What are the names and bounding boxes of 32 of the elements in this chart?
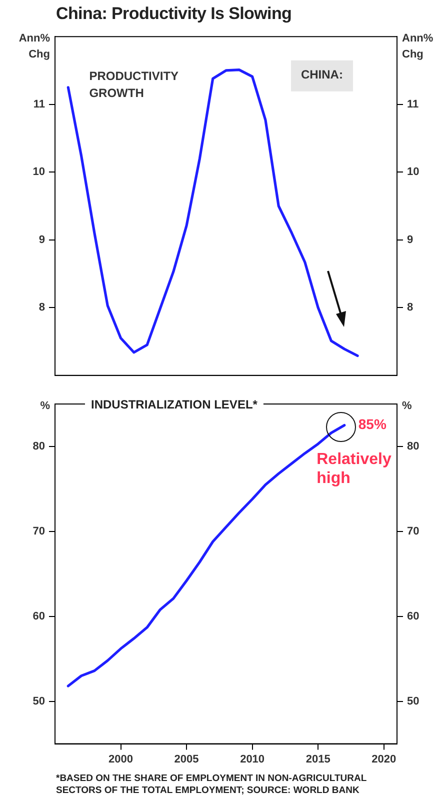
x-tick-label: 2020 xyxy=(372,753,396,766)
x-tick-label: 2015 xyxy=(306,753,330,766)
y-tick-label: 11 xyxy=(33,98,45,110)
x-tick-label: 2010 xyxy=(240,753,265,766)
x-tick-label: 2000 xyxy=(108,753,134,766)
annotation: 85% xyxy=(358,416,387,432)
y-tick-label: 10 xyxy=(32,166,45,178)
y2-tick-label: 11 xyxy=(407,98,419,110)
y2-tick-label: 50 xyxy=(407,695,420,708)
y2-axis-title: Ann% Chg xyxy=(402,32,434,61)
y-tick-label: 60 xyxy=(32,610,45,622)
y-tick-label: 8 xyxy=(38,302,45,314)
y2-axis-title: % xyxy=(402,400,412,412)
y-axis-title: Ann% Chg xyxy=(18,32,50,61)
y-tick-label: 70 xyxy=(32,525,45,538)
y-tick-label: 50 xyxy=(32,695,45,708)
y2-tick-label: 9 xyxy=(407,234,414,246)
chart-title: China: Productivity Is Slowing xyxy=(55,3,293,25)
y2-tick-label: 10 xyxy=(407,166,420,178)
chart-title: INDUSTRIALIZATION LEVEL* xyxy=(91,397,258,412)
x-tick-label: 2005 xyxy=(174,753,199,766)
y-tick-label: 80 xyxy=(32,440,45,453)
y2-tick-label: 60 xyxy=(407,610,420,622)
y2-tick-label: 70 xyxy=(407,525,420,538)
y-axis-title: % xyxy=(40,400,50,412)
y2-tick-label: 80 xyxy=(407,440,420,453)
y-tick-label: 9 xyxy=(38,234,45,246)
annotation: PRODUCTIVITY GROWTH xyxy=(89,68,179,100)
text: *BASED ON THE SHARE OF EMPLOYMENT IN NON-AGRICULTURAL SECTORS OF THE TOTAL EMPLOYMENT; SOURCE: WORLD BANK xyxy=(55,772,368,797)
y2-tick-label: 8 xyxy=(407,302,414,314)
annotation: CHINA: xyxy=(300,68,343,82)
annotation: Relatively high xyxy=(316,450,392,487)
